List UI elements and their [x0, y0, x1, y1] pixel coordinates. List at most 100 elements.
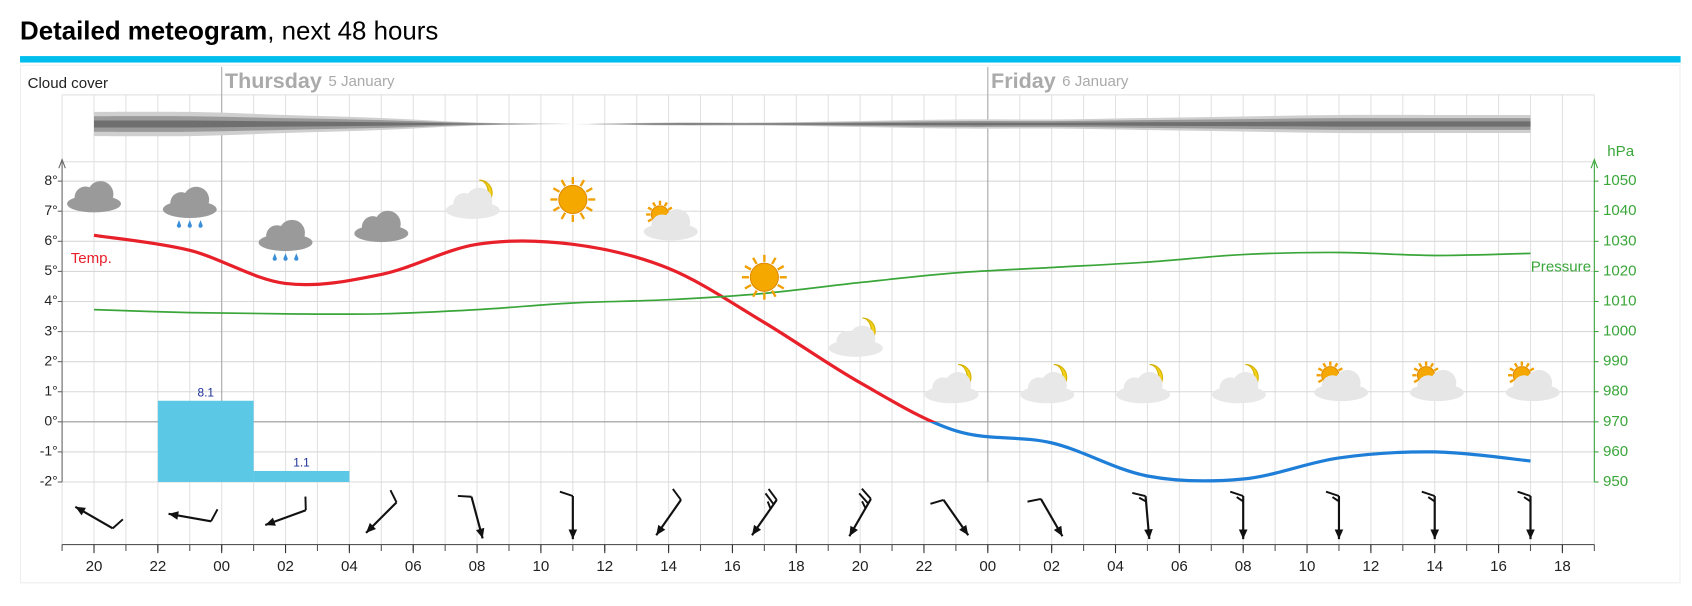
- sun-ray: [552, 206, 561, 212]
- sun-ray: [752, 290, 758, 298]
- x-tick-label: 22: [149, 558, 166, 575]
- day-date: 5 January: [328, 73, 395, 90]
- series-line: [93, 251, 1531, 316]
- wind-barb: [1236, 496, 1244, 503]
- cloud-part: [279, 219, 305, 246]
- sun-ray: [585, 187, 593, 193]
- wind-head: [1238, 529, 1248, 540]
- day-date: 6 January: [1062, 73, 1129, 90]
- x-tick-label: 04: [341, 558, 358, 575]
- wind-arrow: [1132, 491, 1153, 540]
- y-axis-arrow: [58, 158, 66, 169]
- sun-ray: [1413, 378, 1419, 384]
- series-label: Temp.: [71, 250, 112, 267]
- rain-drop: [198, 220, 203, 228]
- wind-head: [1144, 529, 1153, 540]
- x-tick-label: 18: [1554, 558, 1571, 575]
- weather-icon: [924, 363, 979, 404]
- heading: Detailed meteogram, next 48 hours: [20, 17, 438, 45]
- wind-head: [366, 522, 376, 533]
- sun-ray: [777, 283, 785, 290]
- precip-label: 8.1: [197, 385, 214, 399]
- x-tick-label: 08: [469, 558, 486, 575]
- x-tick-label: 12: [596, 558, 613, 575]
- precip-label: 1.1: [293, 456, 310, 470]
- weather-icon: [1409, 361, 1464, 402]
- rain-drop: [187, 220, 192, 228]
- x-tick-label: 04: [1107, 558, 1124, 575]
- y-tick-label: 5°: [44, 262, 57, 278]
- wind-head: [751, 524, 762, 536]
- wind-arrow: [930, 498, 970, 536]
- weather-icon: [1020, 363, 1075, 404]
- rain-drop: [283, 253, 288, 261]
- cloud-part: [664, 209, 691, 235]
- cloud-part: [1334, 369, 1361, 396]
- wind-head: [849, 525, 858, 537]
- weather-icon: [354, 210, 409, 243]
- cloud-part: [1430, 369, 1457, 396]
- sun-ray: [647, 218, 653, 223]
- precip-bar: [157, 400, 254, 482]
- weather-icon: [1505, 361, 1560, 402]
- wind-barb: [861, 500, 867, 509]
- y2-tick-label: 990: [1603, 353, 1628, 370]
- wind-head: [1334, 529, 1344, 540]
- sun-ray: [1529, 367, 1535, 372]
- y2-tick-label: 1020: [1603, 262, 1637, 279]
- wind-barb: [766, 501, 772, 510]
- sun-ray: [579, 212, 586, 220]
- sun-ray: [647, 206, 653, 211]
- sun-ray: [1509, 378, 1515, 384]
- cloud-part: [87, 181, 114, 208]
- y-tick-label: -2°: [40, 473, 58, 489]
- x-tick-label: 06: [405, 558, 422, 575]
- sun-ray: [585, 206, 593, 212]
- wind-arrow: [848, 488, 872, 537]
- weather-icon: [1116, 363, 1171, 404]
- x-tick-label: 06: [1171, 558, 1188, 575]
- wind-arrow: [457, 494, 485, 539]
- y2-axis-label: hPa: [1607, 143, 1634, 160]
- x-tick-label: 02: [277, 558, 294, 575]
- wind-head: [1430, 529, 1440, 540]
- x-tick-label: 02: [1043, 558, 1060, 575]
- sun-ray: [744, 265, 752, 271]
- rain-drop: [272, 253, 277, 261]
- y2-axis-arrow: [1590, 158, 1599, 169]
- cloud-part: [849, 325, 876, 352]
- weather-icon: [828, 317, 883, 357]
- wind-arrow: [559, 490, 578, 540]
- chart-title: Detailed meteogram: [20, 17, 267, 45]
- wind-arrow: [264, 496, 307, 526]
- y-tick-label: 6°: [44, 232, 57, 248]
- wind-barb: [1027, 497, 1042, 503]
- wind-arrow: [74, 505, 124, 530]
- y-tick-label: 3°: [44, 322, 57, 338]
- y-tick-label: 4°: [44, 292, 57, 308]
- x-tick-label: 16: [1490, 558, 1507, 575]
- x-tick-label: 18: [788, 558, 805, 575]
- series-label: Pressure: [1531, 258, 1591, 275]
- y-tick-label: 7°: [44, 202, 57, 218]
- wind-barb: [1331, 496, 1340, 503]
- cloud-part: [374, 210, 401, 237]
- weather-icon: [258, 219, 313, 261]
- y2-tick-label: 980: [1603, 383, 1628, 400]
- rain-drop: [176, 220, 182, 228]
- y2-tick-label: 1050: [1603, 172, 1637, 189]
- series-line: [93, 233, 1531, 483]
- x-tick-label: 20: [86, 558, 103, 575]
- sun-ray: [1317, 378, 1323, 384]
- sun-ray: [1322, 362, 1327, 368]
- weather-icon: [162, 186, 217, 228]
- wind-head: [1526, 529, 1535, 540]
- wind-head: [265, 517, 276, 526]
- weather-icon: [1211, 363, 1266, 404]
- sun-ray: [1429, 362, 1435, 368]
- wind-arrow: [751, 488, 778, 536]
- frame: [20, 64, 1681, 584]
- y-tick-label: 2°: [44, 352, 57, 368]
- wind-barb: [210, 508, 219, 522]
